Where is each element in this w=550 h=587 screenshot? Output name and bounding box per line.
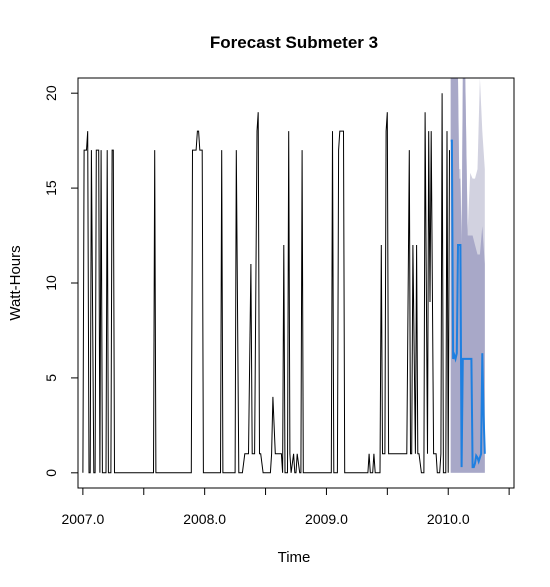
x-tick-label: 2008.0 — [183, 511, 226, 527]
observed-series-line — [82, 93, 450, 474]
interval-80-band — [450, 78, 485, 473]
chart-title: Forecast Submeter 3 — [210, 33, 378, 52]
x-tick-label: 2007.0 — [61, 511, 104, 527]
x-axis: 2007.0 2008.0 2009.0 2010.0 — [61, 487, 510, 527]
x-tick-label: 2010.0 — [427, 511, 470, 527]
y-tick-label: 5 — [43, 374, 59, 382]
y-tick-label: 0 — [43, 469, 59, 477]
y-tick-label: 20 — [43, 85, 59, 101]
x-tick-label: 2009.0 — [305, 511, 348, 527]
y-axis: 0 5 10 15 20 — [43, 85, 79, 477]
y-tick-label: 10 — [43, 275, 59, 291]
y-axis-label: Watt-Hours — [7, 245, 24, 320]
prediction-intervals — [450, 78, 485, 473]
x-axis-label: Time — [278, 549, 311, 566]
forecast-series-line — [450, 139, 486, 469]
y-tick-label: 15 — [43, 180, 59, 196]
